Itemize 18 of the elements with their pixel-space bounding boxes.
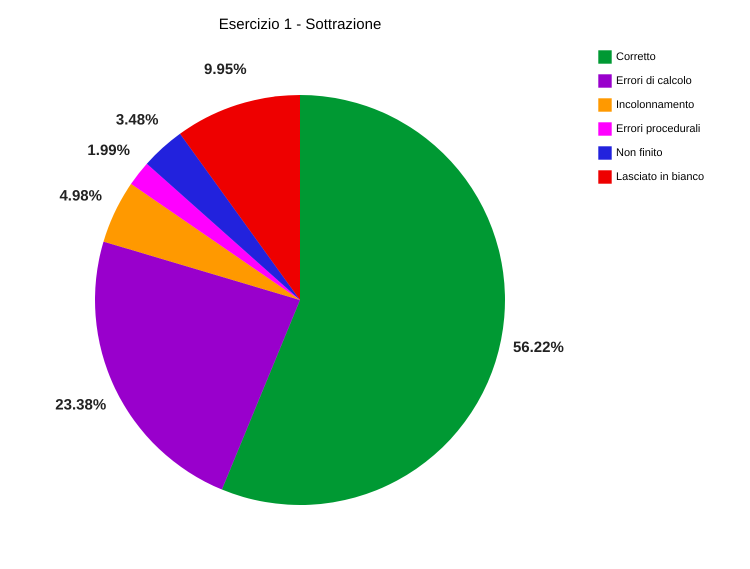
pie-slice [146,134,300,300]
legend-label: Errori procedurali [616,123,700,135]
data-label: 9.95% [204,60,247,78]
pie-slice [131,164,300,300]
chart-title: Esercizio 1 - Sottrazione [218,16,382,33]
pie-slice [222,95,505,505]
data-label: 3.48% [116,112,158,129]
pie-slice [180,95,300,300]
data-label: 4.98% [59,187,102,204]
data-label: 1.99% [87,142,130,160]
data-label: 56.22% [512,339,564,356]
legend-label: Corretto [616,51,656,63]
pie-slice [104,184,300,300]
legend-label: Lasciato in bianco [616,171,704,183]
legend-label: Non finito [616,147,662,159]
legend-label: Incolonnamento [616,99,694,111]
data-label: 23.38% [55,396,106,414]
legend-label: Errori di calcolo [616,75,692,87]
